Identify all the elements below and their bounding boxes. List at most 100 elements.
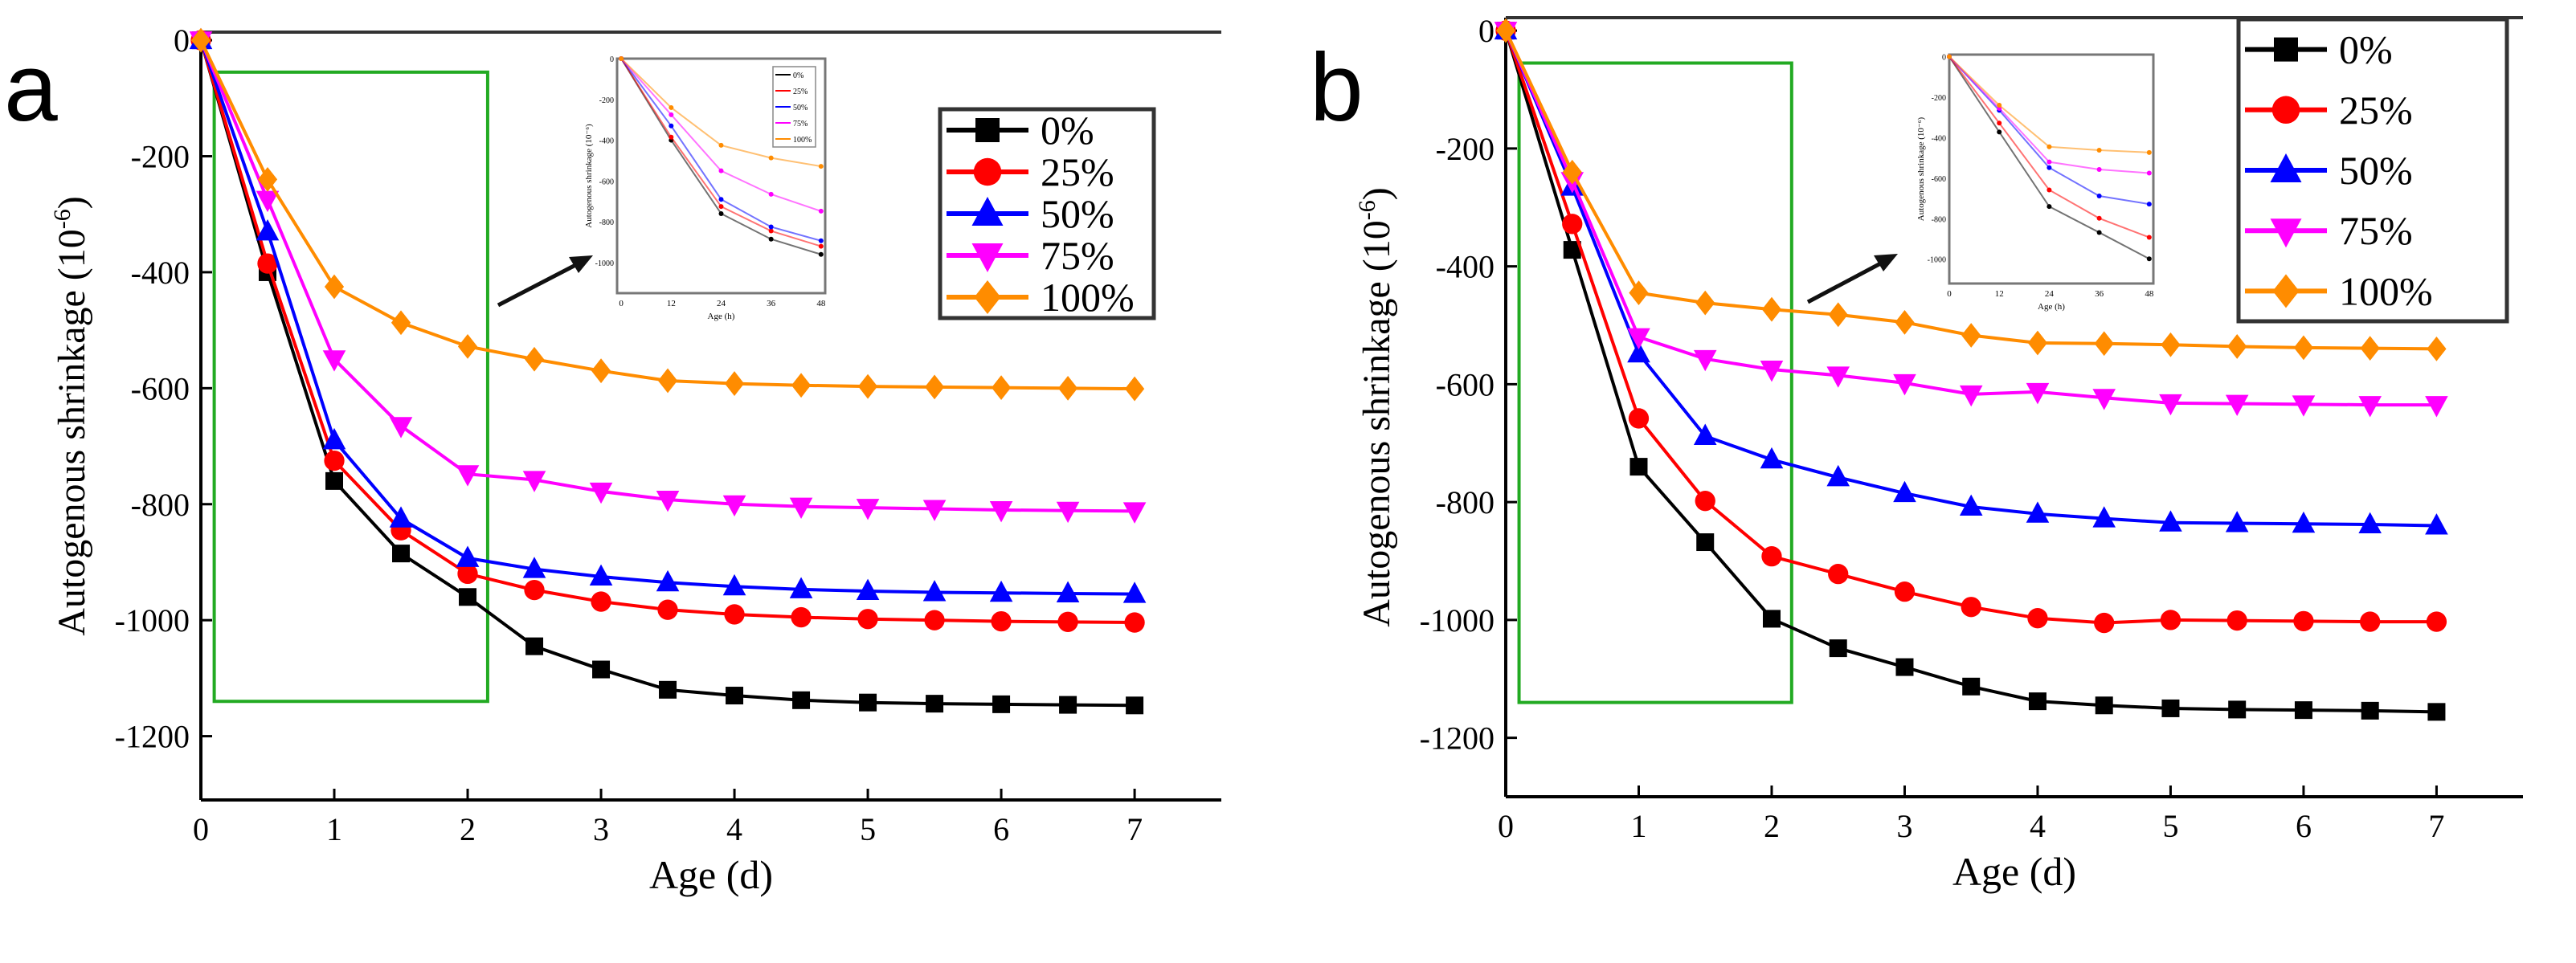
data-point-25% [1828, 563, 1849, 585]
data-point-25% [857, 609, 878, 630]
data-point-75% [322, 350, 346, 372]
inset-data-point-25% [818, 243, 824, 249]
inset-data-point-100% [619, 56, 624, 61]
y-tick-label: -800 [1436, 484, 1494, 520]
data-point-100% [1961, 323, 1981, 348]
inset-data-point-0% [718, 210, 724, 216]
data-point-25% [1695, 491, 1715, 512]
legend-label: 0% [2339, 27, 2393, 72]
inset-legend-label: 50% [793, 104, 808, 112]
y-axis-title-main: Autogenous shrinkage (10 [51, 229, 93, 636]
inset-y-tick-label: -600 [599, 178, 614, 186]
data-point-25% [1761, 545, 1782, 567]
data-point-0% [2427, 703, 2446, 721]
data-point-100% [2360, 336, 2380, 361]
inset-y-tick-label: -400 [1932, 134, 1946, 143]
data-point-100% [1629, 280, 1649, 306]
data-point-25% [791, 606, 812, 628]
legend-marker-50% [971, 197, 1004, 226]
data-point-100% [1562, 159, 1582, 185]
inset-x-tick-label: 12 [1995, 289, 2004, 299]
inset-y-tick-label: -1000 [1928, 256, 1946, 265]
data-point-50% [2159, 510, 2182, 532]
data-point-50% [989, 580, 1013, 602]
inset-x-tick-label: 48 [816, 299, 826, 308]
data-point-75% [1893, 373, 1916, 396]
data-point-25% [1894, 581, 1916, 602]
inset-data-point-25% [718, 204, 724, 210]
x-tick-label: 0 [1498, 808, 1514, 844]
inset-data-point-50% [818, 238, 824, 243]
inset-y-tick-label: -200 [1932, 94, 1946, 103]
inset-data-point-0% [768, 236, 774, 242]
data-point-75% [256, 190, 280, 213]
inset-y-tick-label: -800 [599, 218, 614, 227]
data-point-75% [456, 465, 480, 487]
data-point-0% [992, 695, 1011, 713]
data-point-25% [2426, 611, 2447, 632]
data-point-25% [924, 610, 945, 630]
legend-marker-25% [973, 157, 1002, 186]
data-point-50% [922, 580, 947, 602]
data-point-0% [926, 695, 944, 713]
data-point-75% [1959, 385, 1983, 407]
data-point-100% [190, 27, 211, 53]
data-point-25% [2226, 610, 2247, 631]
x-axis-title: Age (d) [649, 852, 773, 897]
data-point-50% [2225, 511, 2249, 533]
inset-data-point-75% [2146, 170, 2152, 176]
legend-label: 50% [1041, 191, 1114, 236]
arrow-head-icon [1874, 254, 1898, 271]
data-point-75% [2159, 394, 2182, 416]
inset-data-point-25% [2046, 187, 2052, 193]
inset-data-point-75% [718, 168, 724, 173]
x-tick-label: 4 [2030, 808, 2046, 844]
inset-data-point-25% [2096, 215, 2102, 221]
data-point-75% [789, 497, 813, 520]
data-point-100% [524, 346, 545, 372]
data-point-0% [1962, 677, 1981, 696]
data-point-0% [325, 471, 344, 490]
data-point-75% [589, 482, 613, 504]
data-point-75% [389, 417, 413, 439]
inset-data-point-50% [669, 123, 674, 129]
data-point-0% [2095, 696, 2113, 715]
data-point-50% [2292, 511, 2316, 533]
inset-data-point-75% [2096, 167, 2102, 173]
inset-legend-label: 75% [793, 120, 808, 129]
y-tick-label: -800 [131, 487, 190, 523]
data-point-50% [1122, 581, 1147, 603]
data-point-0% [459, 588, 477, 606]
data-point-100% [1495, 18, 1516, 43]
data-point-50% [522, 557, 546, 578]
panel-label: b [1310, 34, 1364, 141]
inset-x-tick-label: 12 [667, 299, 676, 308]
inset-y-tick-label: -400 [599, 137, 614, 146]
inset-data-point-100% [2096, 148, 2102, 153]
data-point-100% [1761, 296, 1782, 322]
inset-data-point-100% [768, 155, 774, 161]
x-tick-label: 6 [2296, 808, 2312, 844]
data-point-50% [589, 564, 613, 586]
inset-x-tick-label: 24 [717, 299, 726, 308]
inset-y-tick-label: 0 [610, 55, 614, 64]
data-point-100% [2227, 334, 2247, 359]
data-point-100% [857, 373, 878, 399]
inset-data-point-100% [1947, 54, 1952, 59]
y-axis-title-end: ) [1355, 187, 1398, 200]
y-axis-title-sup: -6 [49, 209, 76, 229]
data-point-75% [856, 499, 880, 520]
data-point-0% [2228, 700, 2247, 719]
inset-data-point-25% [669, 134, 674, 140]
highlight-box [212, 70, 489, 704]
data-point-25% [257, 253, 278, 274]
y-tick-label: -1000 [115, 602, 190, 639]
inset-data-point-0% [2046, 204, 2052, 210]
data-point-100% [591, 358, 611, 384]
inset-y-tick-label: -800 [1932, 215, 1946, 224]
inset-data-point-75% [669, 112, 674, 117]
arrow-head-icon [569, 255, 593, 273]
inset-x-axis-title: Age (h) [708, 312, 735, 321]
x-tick-label: 3 [1896, 808, 1912, 844]
